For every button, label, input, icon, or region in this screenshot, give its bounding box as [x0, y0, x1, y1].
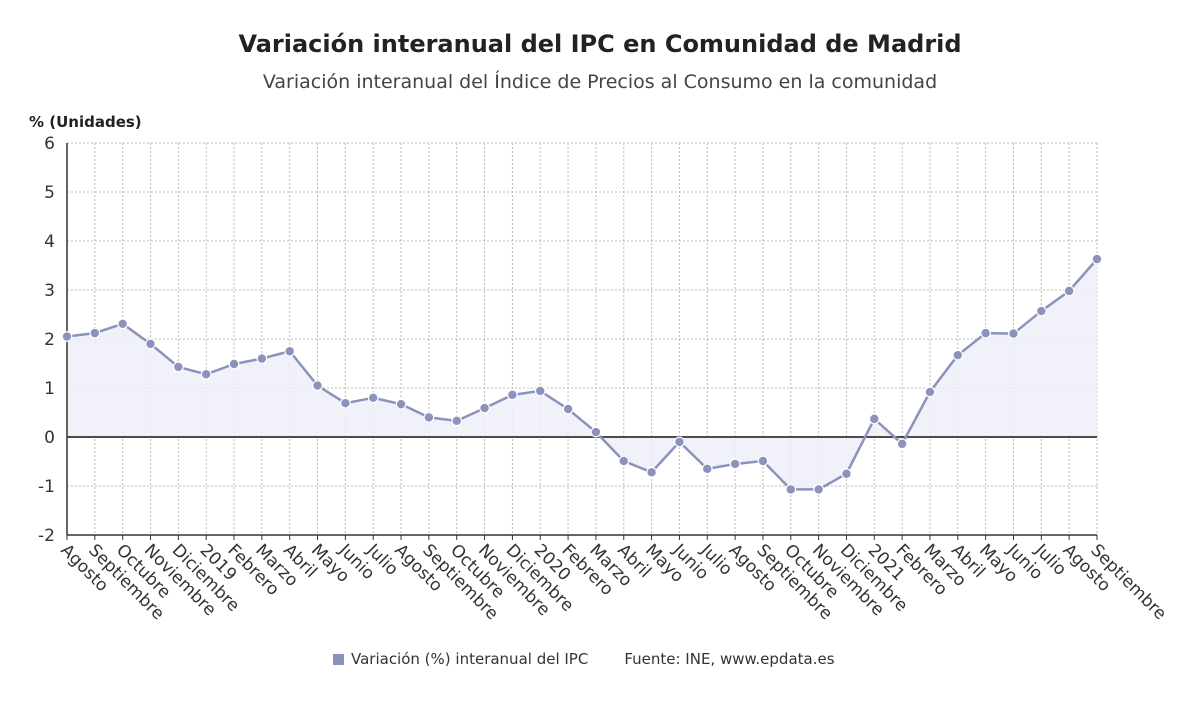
y-tick-label: 4 — [44, 232, 55, 252]
data-point — [896, 438, 908, 450]
data-point — [952, 349, 964, 361]
y-tick-label: 1 — [44, 379, 55, 399]
data-point — [451, 415, 463, 427]
y-tick-label: 3 — [44, 281, 55, 301]
data-point — [924, 386, 936, 398]
legend: Variación (%) interanual del IPC Fuente:… — [333, 650, 835, 668]
data-point — [785, 484, 797, 495]
y-tick-label: 5 — [44, 183, 55, 203]
legend-swatch — [333, 653, 344, 665]
source-prefix: Fuente: INE, — [624, 650, 716, 668]
data-point — [841, 468, 852, 480]
data-point — [395, 398, 407, 410]
y-tick-label: 0 — [44, 428, 55, 448]
data-point — [813, 484, 825, 495]
source-note: Fuente: INE, www.epdata.es — [624, 650, 834, 668]
data-point — [534, 385, 546, 397]
data-point — [284, 345, 296, 357]
data-point — [339, 397, 351, 409]
data-point — [89, 327, 101, 339]
data-point — [1008, 328, 1019, 340]
data-point — [200, 368, 212, 380]
data-point — [1035, 305, 1047, 317]
data-point — [507, 389, 518, 401]
data-point — [61, 331, 73, 342]
data-point — [117, 318, 129, 330]
data-point — [562, 403, 574, 415]
data-point — [479, 402, 490, 414]
data-point — [701, 463, 713, 475]
data-point — [172, 361, 184, 373]
data-point — [145, 338, 156, 350]
data-point — [423, 412, 435, 423]
data-point — [1063, 285, 1075, 297]
data-point — [868, 413, 880, 425]
y-tick-label: 2 — [44, 330, 55, 350]
data-point — [618, 455, 630, 467]
chart-title: Variación interanual del IPC en Comunida… — [238, 30, 962, 58]
y-tick-label: 6 — [44, 134, 55, 154]
series-area — [67, 259, 1097, 490]
data-point — [590, 426, 602, 438]
data-point — [256, 353, 268, 365]
data-point — [312, 380, 323, 391]
data-point — [729, 458, 741, 470]
y-axis-label: % (Unidades) — [29, 113, 142, 131]
data-point — [367, 392, 379, 404]
data-point — [980, 327, 992, 339]
y-tick-label: -2 — [38, 526, 55, 546]
chart-subtitle: Variación interanual del Índice de Preci… — [262, 71, 938, 93]
source-link[interactable]: www.epdata.es — [719, 650, 835, 668]
data-point — [1091, 253, 1103, 265]
data-point — [674, 436, 685, 448]
data-point — [757, 455, 769, 467]
data-point — [228, 358, 240, 370]
y-tick-label: -1 — [38, 477, 55, 497]
legend-series-label: Variación (%) interanual del IPC — [351, 650, 589, 668]
data-point — [646, 466, 657, 478]
